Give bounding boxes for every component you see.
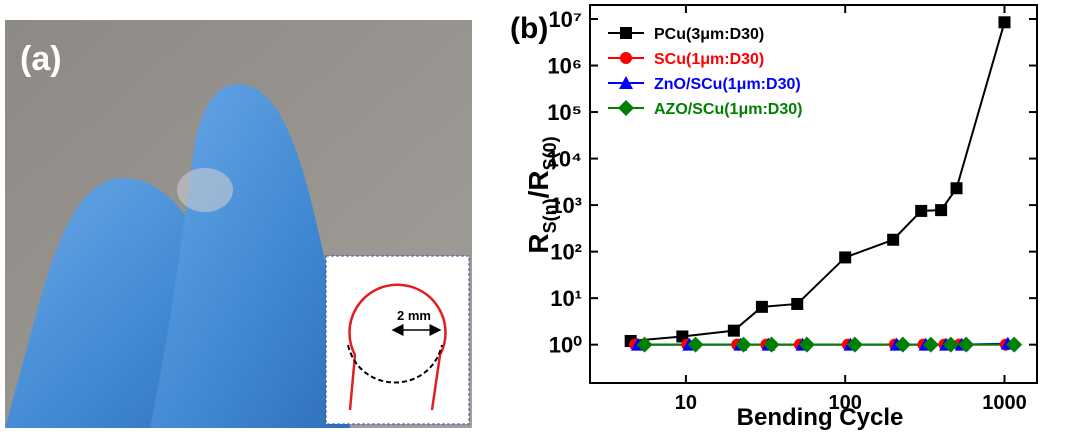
legend-marker — [619, 76, 633, 89]
data-point — [755, 300, 768, 313]
data-point — [887, 233, 900, 246]
data-point — [935, 204, 948, 217]
y-label-part: /R — [523, 170, 554, 198]
inset-label: 2 mm — [397, 308, 431, 323]
data-point — [763, 336, 780, 353]
series-line — [630, 22, 1006, 342]
y-tick-label: 10⁶ — [547, 54, 582, 79]
x-axis-label: Bending Cycle — [737, 404, 904, 431]
y-tick-label: 10³ — [550, 193, 582, 218]
data-point — [915, 204, 928, 217]
y-tick-label: 10⁴ — [547, 147, 582, 172]
panel-label: (a) — [20, 40, 62, 78]
legend-label: SCu(1μm:D30) — [654, 51, 764, 68]
sample-film — [177, 168, 233, 212]
data-point — [839, 251, 852, 264]
y-axis-label: RS(n)/RS(0) — [523, 136, 560, 253]
data-point — [922, 336, 939, 353]
y-tick-label: 10² — [550, 240, 582, 265]
data-point — [727, 324, 740, 337]
data-point — [950, 182, 963, 195]
data-point — [735, 336, 752, 353]
legend-marker — [620, 27, 632, 39]
chart: (b) Bending Cycle RS(n)/RS(0) 10 100 1000 1… — [510, 4, 1038, 431]
legend-label: AZO/SCu(1μm:D30) — [654, 101, 802, 118]
y-label-part: R — [523, 233, 554, 253]
y-tick-label: 10¹ — [550, 286, 582, 311]
chart-title: (b) — [510, 12, 548, 45]
y-tick-label: 10⁰ — [549, 333, 582, 358]
inset — [325, 255, 470, 425]
legend-label: ZnO/SCu(1μm:D30) — [654, 76, 801, 93]
photo: (a) 2 mm — [5, 20, 472, 428]
x-tick-label: 10 — [675, 392, 697, 414]
y-label-part: S(0) — [540, 136, 560, 170]
x-tick-label: 100 — [829, 392, 862, 414]
data-point — [894, 336, 911, 353]
legend-marker — [618, 100, 634, 116]
data-point — [798, 336, 815, 353]
data-point — [1006, 336, 1023, 353]
y-tick-label: 10⁷ — [548, 7, 582, 32]
legend-label: PCu(3μm:D30) — [654, 26, 764, 43]
data-point — [687, 336, 704, 353]
data-point — [791, 297, 804, 310]
legend-marker — [620, 52, 632, 64]
data-point — [846, 336, 863, 353]
dashed-arc — [347, 344, 443, 384]
bent-outline — [348, 283, 447, 411]
x-tick-label: 1000 — [982, 392, 1027, 414]
data-point — [958, 336, 975, 353]
data-point — [998, 16, 1011, 29]
y-tick-label: 10⁵ — [547, 100, 582, 125]
plot-frame — [589, 4, 1038, 384]
data-point — [942, 336, 959, 353]
data-point — [636, 336, 653, 353]
y-label-part: S(n) — [540, 198, 560, 233]
